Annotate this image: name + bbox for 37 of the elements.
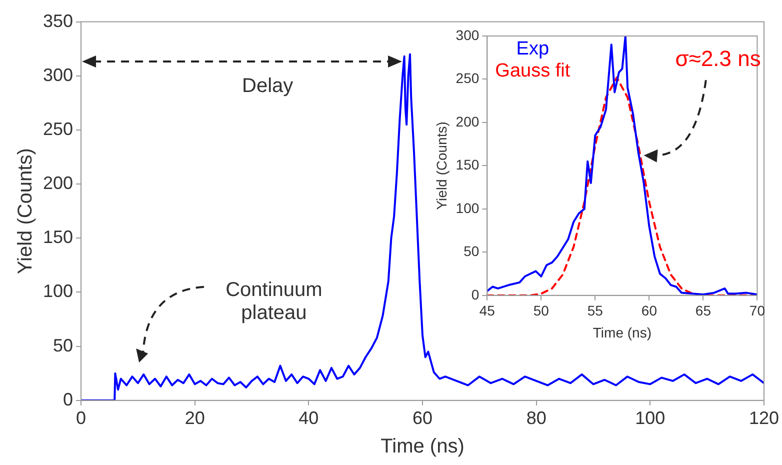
text: Exp (516, 38, 550, 60)
y-tick-label: 50 (53, 335, 74, 356)
x-axis-title: Time (ns) (592, 324, 652, 340)
y-tick-label: 200 (456, 113, 480, 130)
y-tick-label: 300 (456, 26, 480, 43)
x-tick-label: 50 (533, 302, 550, 319)
y-tick-label: 300 (42, 64, 74, 85)
text: Gauss fit (495, 60, 571, 82)
y-tick-label: 200 (42, 173, 74, 194)
annotation: Continuum plateau (224, 279, 324, 326)
y-tick-label: 100 (456, 200, 480, 216)
y-tick-label: 150 (42, 227, 74, 248)
x-tick-label: 70 (749, 302, 766, 319)
x-tick-label: 40 (298, 408, 319, 428)
x-axis-title: Time (ns) (380, 436, 464, 458)
y-tick-label: 250 (42, 118, 74, 139)
x-tick-label: 100 (635, 408, 666, 428)
x-tick-label: 65 (695, 302, 712, 319)
y-axis-title: Yield (Counts) (14, 148, 37, 274)
x-tick-label: 120 (748, 408, 780, 428)
x-tick-label: 80 (526, 408, 546, 428)
y-tick-label: 100 (42, 281, 74, 302)
y-tick-label: 150 (456, 156, 480, 173)
y-tick-label: 0 (471, 286, 480, 302)
y-tick-label: 350 (42, 10, 74, 31)
y-tick-label: 50 (464, 243, 480, 260)
y-tick-label: 0 (63, 389, 74, 410)
annotation: σ≈2.3 ns (674, 46, 762, 72)
x-tick-label: 60 (412, 408, 433, 428)
x-tick-label: 20 (184, 408, 205, 428)
x-tick-label: 60 (641, 302, 658, 319)
annotation: Delay (241, 74, 294, 98)
y-tick-label: 250 (456, 70, 480, 86)
y-axis-title: Yield (Counts) (433, 122, 450, 210)
x-tick-label: 0 (76, 408, 86, 428)
x-tick-label: 55 (587, 302, 604, 319)
x-tick-label: 45 (479, 302, 496, 319)
